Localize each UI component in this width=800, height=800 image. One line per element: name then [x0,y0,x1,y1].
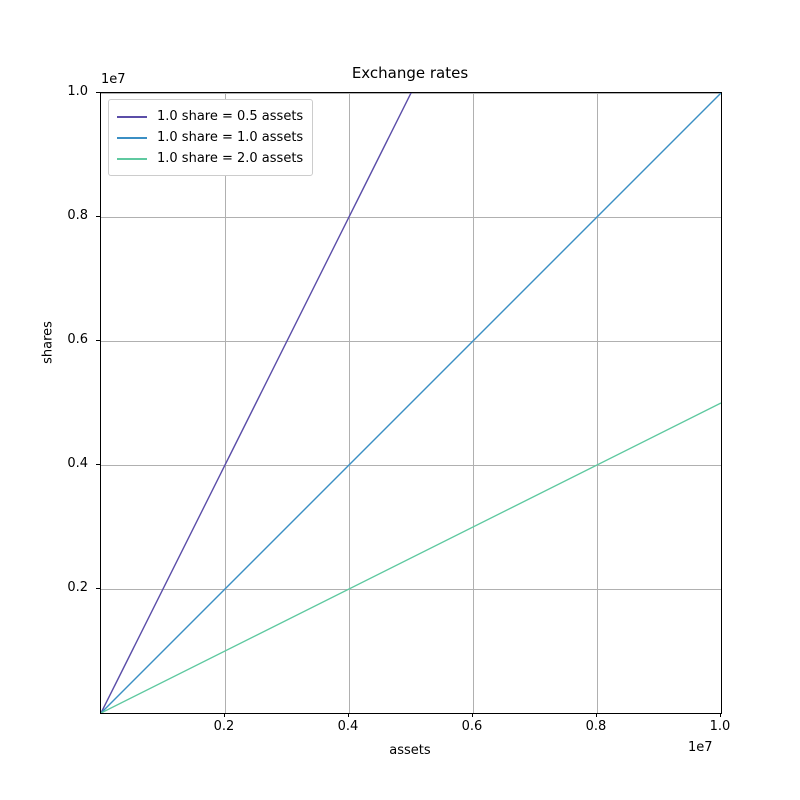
x-tick-mark [224,713,225,717]
legend-item-label: 1.0 share = 1.0 assets [157,130,304,145]
plot-inner [101,93,721,713]
y-tick-label: 0.8 [67,208,88,223]
x-tick-mark [348,713,349,717]
plot-area [100,92,722,714]
y-tick-label: 0.2 [67,580,88,595]
y-tick-label: 0.4 [67,456,88,471]
legend-item[interactable]: 1.0 share = 1.0 assets [117,127,303,148]
x-tick-label: 0.4 [337,719,359,734]
x-tick-mark [596,713,597,717]
legend-item[interactable]: 1.0 share = 0.5 assets [117,106,303,127]
x-axis-label: assets [389,743,431,758]
x-axis-offset-text: 1e7 [688,740,713,755]
y-tick-label: 1.0 [67,84,88,99]
y-tick-mark [96,340,100,341]
series-layer [101,93,721,713]
series-line-2 [101,402,721,713]
series-line-1 [101,93,721,713]
legend-item-label: 1.0 share = 0.5 assets [157,109,304,124]
y-tick-label: 0.6 [67,332,88,347]
y-tick-mark [96,464,100,465]
legend-line-icon [117,111,147,123]
x-tick-label: 0.8 [585,719,607,734]
y-axis-offset-text: 1e7 [101,72,126,87]
gridline-horizontal [101,589,721,590]
legend-line-icon [117,153,147,165]
y-axis-label: shares [40,321,56,364]
y-tick-mark [96,92,100,93]
gridline-horizontal [101,465,721,466]
x-tick-mark [472,713,473,717]
gridline-horizontal [101,217,721,218]
series-line-0 [101,93,412,713]
gridline-vertical [225,93,226,713]
gridline-vertical [597,93,598,713]
x-tick-label: 0.2 [213,719,235,734]
x-tick-mark [720,713,721,717]
gridline-vertical [473,93,474,713]
chart-legend: 1.0 share = 0.5 assets 1.0 share = 1.0 as… [108,99,314,176]
gridline-vertical [349,93,350,713]
legend-line-icon [117,132,147,144]
y-tick-mark [96,588,100,589]
gridline-horizontal [101,341,721,342]
chart-title: Exchange rates [351,64,469,82]
legend-item-label: 1.0 share = 2.0 assets [157,151,304,166]
x-tick-label: 1.0 [709,719,731,734]
legend-item[interactable]: 1.0 share = 2.0 assets [117,148,303,169]
y-tick-mark [96,216,100,217]
x-tick-label: 0.6 [461,719,483,734]
